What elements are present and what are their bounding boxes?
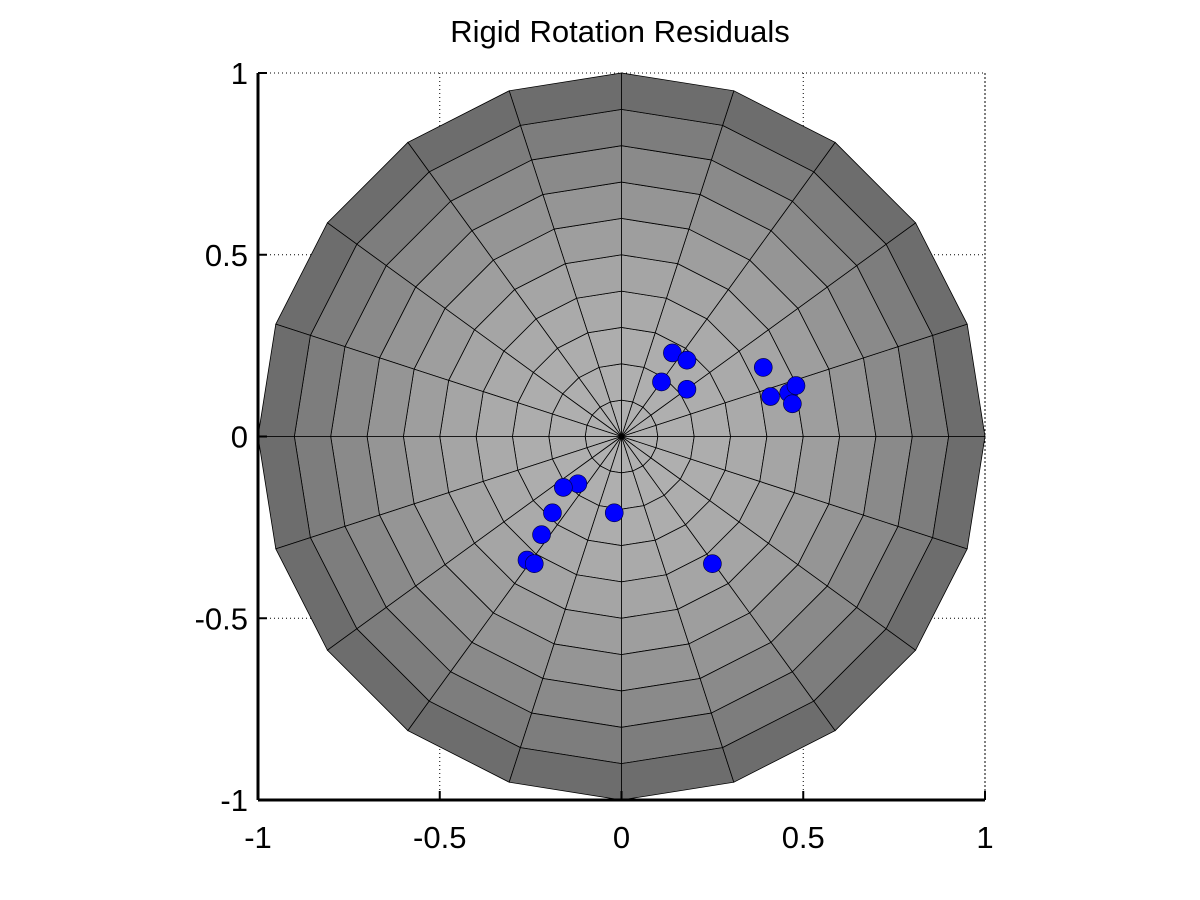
- axes: [256, 72, 986, 802]
- data-point: [703, 554, 722, 574]
- x-tick-label: -0.5: [413, 820, 466, 855]
- data-point: [786, 376, 806, 395]
- data-point: [604, 503, 624, 523]
- x-tick-label: 0.5: [782, 820, 825, 855]
- tick-labels: -1 -0.5 0 0.5 1 1 0.5 0 -0.5 -1: [195, 56, 994, 855]
- data-points: [517, 343, 806, 574]
- x-tick-label: 0: [613, 820, 630, 855]
- y-tick-label: 0: [231, 420, 248, 455]
- polar-surface: [257, 72, 986, 801]
- data-point: [677, 379, 697, 399]
- data-point: [783, 394, 802, 414]
- data-point: [524, 554, 544, 574]
- data-point: [652, 372, 671, 392]
- data-point: [532, 525, 551, 544]
- y-tick-label: 0.5: [205, 238, 248, 273]
- data-point: [543, 503, 562, 523]
- chart-title: Rigid Rotation Residuals: [450, 14, 789, 49]
- y-tick-label: -1: [220, 783, 248, 818]
- y-tick-label: -0.5: [195, 601, 248, 636]
- surface-facet: [932, 436, 986, 550]
- x-tick-label: -1: [244, 820, 272, 855]
- data-point: [761, 387, 780, 406]
- data-point: [753, 358, 773, 377]
- x-tick-label: 1: [976, 820, 993, 855]
- data-point: [554, 478, 573, 497]
- data-point: [677, 350, 697, 370]
- y-tick-label: 1: [231, 56, 248, 91]
